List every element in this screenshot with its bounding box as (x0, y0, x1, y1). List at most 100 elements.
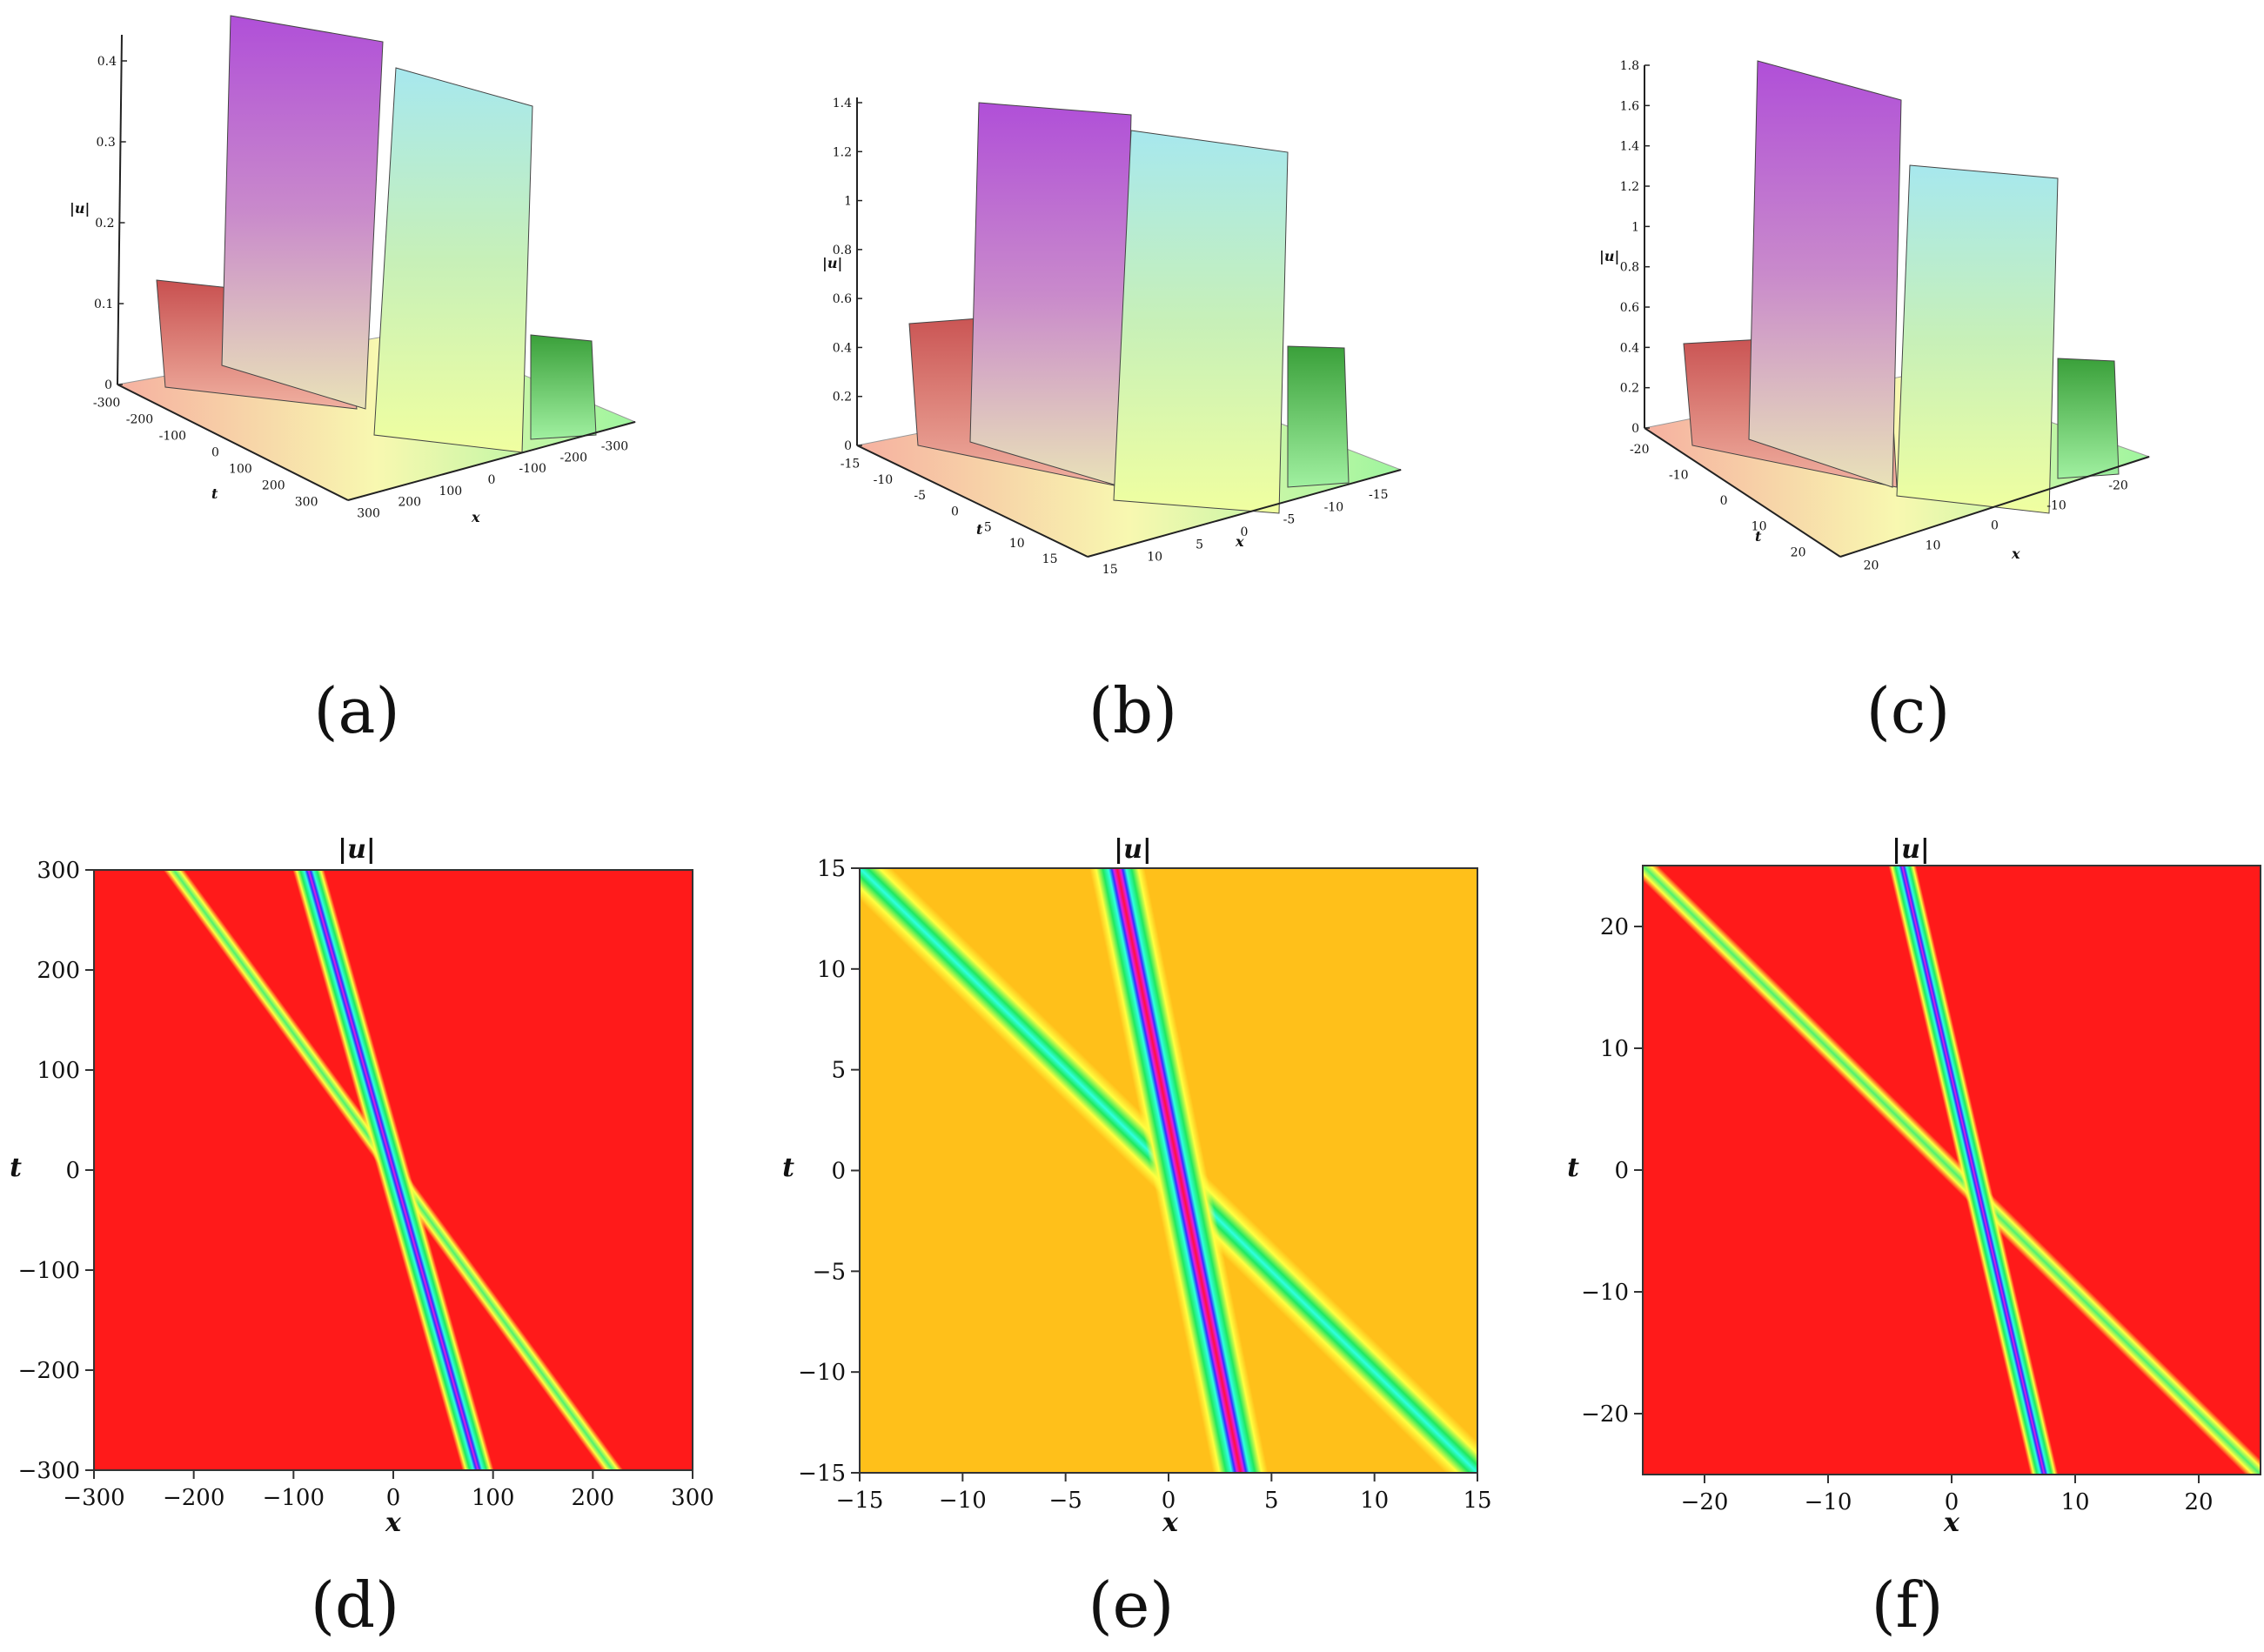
x-tick-label: −5 (1049, 1488, 1082, 1514)
surface-large-wave-right (1896, 164, 2059, 514)
panel-c: |u| t x 0 0.2 0.4 0.6 0.8 1 1.2 1.4 1.6 1.8 -20 -10… (1599, 59, 2151, 747)
y-tick-label: 0 (831, 1159, 846, 1185)
x-axis (1839, 456, 2150, 558)
plot-title: |u| (1892, 834, 1930, 865)
x-tick-label: 10 (1360, 1488, 1389, 1514)
panel-b: |u| t x 0 0.2 0.4 0.6 0.8 1 1.2 1.4 -15 -10 -5 0 5 10… (822, 97, 1403, 747)
t-axis-label: t (976, 521, 983, 538)
x-tick-label: −100 (263, 1485, 325, 1511)
t-tick-label: -100 (159, 430, 186, 444)
t-tick-label: -300 (93, 397, 120, 411)
t-axis (117, 384, 349, 501)
t-tick-label: 10 (1009, 537, 1025, 551)
x-tick-label: 15 (1463, 1488, 1491, 1514)
t-tick-label: 100 (229, 463, 252, 477)
y-tick-label: 15 (817, 856, 846, 882)
x-tick-label: 0 (1241, 525, 1249, 539)
plot-title: |u| (338, 834, 376, 865)
z-tick-label: 0.3 (96, 136, 115, 150)
panel-d: |u| −300 −200 −100 0 100 200 300 −300 −200 −100 0 1… (10, 834, 714, 1642)
y-axis-label: t (1567, 1153, 1579, 1183)
x-tick-label: 10 (1926, 539, 1941, 553)
x-tick-label: 0 (1991, 519, 1999, 533)
soliton-band-narrow (289, 870, 498, 1470)
panel-a: |u| t x 0 0.1 0.2 0.3 0.4 -300 -200 -100 0 100 200… (70, 15, 637, 747)
y-tick-label: 0 (1614, 1158, 1629, 1184)
y-tick-label: −10 (1581, 1280, 1629, 1306)
panel-label: (d) (311, 1568, 399, 1642)
x-axis-label: x (1235, 533, 1244, 550)
surface-large-wave-left (221, 15, 384, 410)
z-tick-label: 0.4 (1620, 341, 1639, 355)
x-tick-label: -10 (2046, 499, 2066, 513)
y-axis-label: t (782, 1153, 794, 1183)
x-axis-label: x (471, 509, 480, 525)
surface-large-wave-left (969, 102, 1132, 488)
panel-label: (b) (1088, 674, 1177, 747)
y-tick-label: −300 (18, 1458, 80, 1484)
t-tick-label: 15 (1042, 552, 1058, 566)
x-tick-label: 0 (1945, 1489, 1959, 1515)
x-axis (347, 421, 636, 501)
x-tick-label: 20 (2184, 1489, 2213, 1515)
z-tick-label: 1 (1631, 220, 1639, 234)
surface-large-wave-left (1748, 60, 1902, 488)
x-tick-label: 5 (1196, 538, 1203, 552)
x-tick-label: 15 (1102, 563, 1118, 577)
x-tick-label: 200 (398, 496, 421, 510)
surface-tail-wave (530, 334, 597, 440)
x-tick-label: -100 (519, 462, 546, 476)
y-tick-label: 200 (37, 958, 80, 984)
z-tick-label: 0.6 (833, 292, 852, 306)
soliton-band-wide (1643, 866, 2261, 1475)
y-tick-label: −100 (18, 1258, 80, 1284)
z-tick-label: 0.6 (1620, 301, 1639, 315)
t-tick-label: 10 (1752, 520, 1767, 534)
soliton-band-narrow (1087, 868, 1271, 1473)
x-tick-label: 100 (439, 485, 462, 498)
x-tick-label: 100 (472, 1485, 515, 1511)
x-tick-label: 0 (386, 1485, 401, 1511)
y-tick-label: −200 (18, 1358, 80, 1384)
x-tick-label: -10 (1324, 500, 1344, 514)
z-tick-label: 1.2 (1620, 180, 1639, 194)
t-tick-label: -15 (841, 457, 861, 471)
z-tick-label: 0.8 (833, 244, 852, 257)
surface-tail-wave (1287, 345, 1350, 488)
panel-label: (c) (1866, 674, 1951, 747)
y-tick-label: 0 (65, 1158, 80, 1184)
y-tick-label: −15 (798, 1461, 846, 1487)
x-tick-label: 10 (1147, 551, 1162, 565)
x-tick-label: -5 (1283, 513, 1296, 527)
t-tick-label: -20 (1630, 443, 1650, 457)
z-tick-label: 0.8 (1620, 261, 1639, 275)
z-axis (117, 34, 123, 385)
x-tick-label: −200 (163, 1485, 224, 1511)
x-tick-label: 0 (1162, 1488, 1176, 1514)
x-tick-label: −300 (63, 1485, 124, 1511)
x-tick-label: 20 (1864, 559, 1879, 573)
y-tick-label: 100 (37, 1058, 80, 1084)
t-axis (856, 445, 1088, 558)
t-axis-label: t (1755, 528, 1762, 545)
panel-label: (e) (1088, 1568, 1175, 1642)
t-tick-label: -5 (914, 489, 926, 503)
panel-e: |u| −15 −10 −5 0 5 10 15 −15 −10 −5 0 5 10 15 x t (e) (782, 834, 1491, 1642)
x-axis-label: x (385, 1508, 402, 1538)
x-tick-label: -15 (1369, 488, 1389, 502)
x-tick-label: 10 (2060, 1489, 2089, 1515)
t-axis (1644, 427, 1841, 558)
x-tick-label: 200 (572, 1485, 615, 1511)
t-tick-label: 0 (1720, 494, 1728, 508)
x-tick-label: −10 (939, 1488, 987, 1514)
x-axis-label: x (1943, 1508, 1960, 1538)
y-tick-label: 10 (817, 957, 846, 983)
z-tick-label: 0.2 (95, 217, 114, 231)
y-tick-label: 10 (1600, 1036, 1629, 1062)
t-tick-label: 0 (211, 446, 219, 460)
x-tick-label: -20 (2108, 479, 2128, 493)
panel-label: (a) (313, 674, 399, 747)
t-tick-label: 5 (984, 521, 992, 535)
z-tick-label: 0.2 (833, 391, 852, 405)
